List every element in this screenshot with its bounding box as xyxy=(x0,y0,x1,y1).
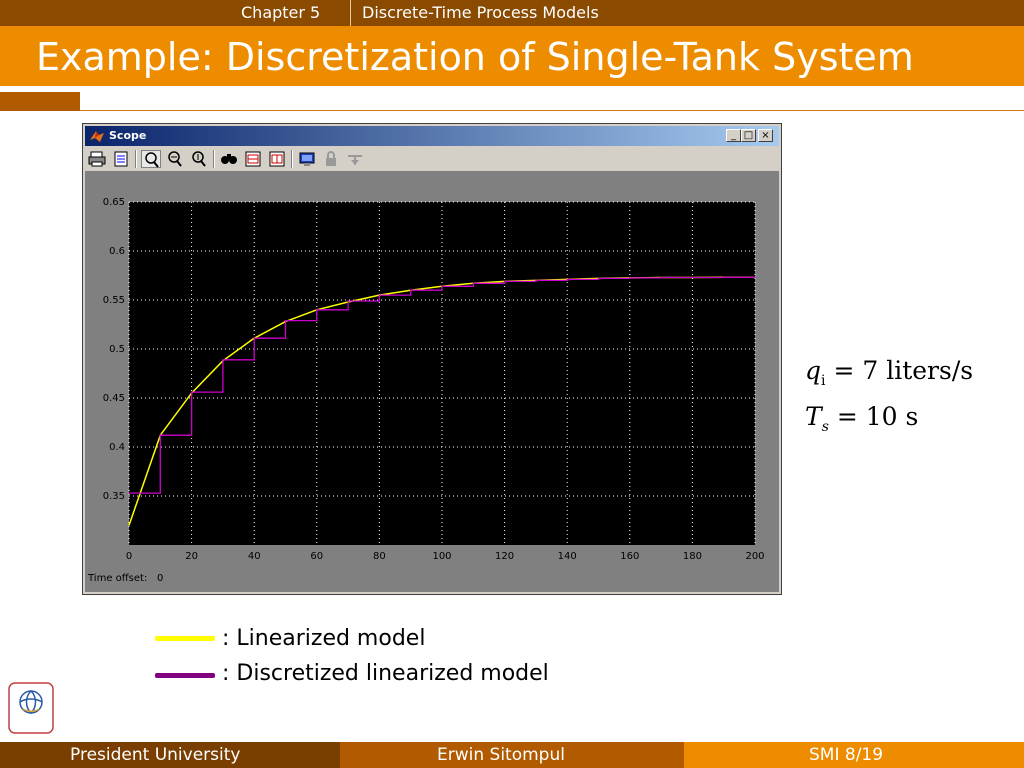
toolbar-separator xyxy=(135,150,137,168)
print-icon[interactable] xyxy=(87,150,107,168)
scope-toolbar xyxy=(85,147,779,172)
scope-plot: 0 20 40 60 80 100 120 140 160 180 200 0.35 0.4 0.45 0.… xyxy=(103,197,765,562)
t-symbol: T xyxy=(805,402,822,431)
minimize-button[interactable]: _ xyxy=(726,129,741,142)
x-tick-label: 0 xyxy=(126,551,132,562)
maximize-button[interactable]: □ xyxy=(741,129,756,142)
t-subscript: s xyxy=(821,419,829,435)
legend-swatch-discretized xyxy=(155,673,215,678)
footer-left: President University xyxy=(0,742,340,768)
x-tick-label: 40 xyxy=(248,551,261,562)
footer-center: Erwin Sitompul xyxy=(340,742,684,768)
q-symbol: q xyxy=(805,356,822,385)
slide-title: Example: Discretization of Single-Tank S… xyxy=(36,35,914,79)
legend-label-linearized: : Linearized model xyxy=(222,626,426,651)
floating-scope-icon[interactable] xyxy=(297,150,317,168)
university-logo xyxy=(8,682,54,734)
scope-plot-area: 0 20 40 60 80 100 120 140 160 180 200 0.35 0.4 0.45 0.… xyxy=(85,172,779,592)
legend-swatch-linearized xyxy=(155,636,215,641)
x-tick-label: 160 xyxy=(620,551,639,562)
scope-window: Scope _ □ × xyxy=(82,123,782,595)
plot-background xyxy=(129,202,755,545)
restore-axes-icon[interactable] xyxy=(267,150,287,168)
x-tick-label: 120 xyxy=(495,551,514,562)
y-tick-label: 0.6 xyxy=(109,246,125,257)
time-offset-label: Time offset: xyxy=(88,573,148,584)
sampling-time-value: = 10 s xyxy=(836,402,919,431)
scope-title: Scope xyxy=(109,129,147,142)
x-tick-label: 140 xyxy=(558,551,577,562)
chapter-label: Chapter 5 xyxy=(241,3,321,22)
sampling-time-equation: Ts = 10 s xyxy=(805,402,918,435)
series-line-discretized xyxy=(129,276,756,494)
x-tick-label: 100 xyxy=(432,551,451,562)
footer-author: Erwin Sitompul xyxy=(437,745,565,765)
toolbar-separator xyxy=(291,150,293,168)
parameters-icon[interactable] xyxy=(111,150,131,168)
x-tick-label: 200 xyxy=(745,551,764,562)
close-button[interactable]: × xyxy=(758,129,773,142)
y-tick-label: 0.65 xyxy=(103,197,125,208)
y-tick-label: 0.4 xyxy=(109,442,125,453)
inflow-equation: qi = 7 liters/s xyxy=(805,356,973,389)
time-offset-value: 0 xyxy=(157,573,164,584)
title-bar xyxy=(0,26,1024,86)
inflow-value: = 7 liters/s xyxy=(833,356,974,385)
y-tick-label: 0.5 xyxy=(109,344,125,355)
x-tick-label: 60 xyxy=(310,551,323,562)
footer-institution: President University xyxy=(70,745,241,765)
chapter-bar: Chapter 5 Discrete-Time Process Models xyxy=(0,0,1024,26)
legend-label-discretized: : Discretized linearized model xyxy=(222,661,549,686)
zoom-y-icon[interactable] xyxy=(189,150,209,168)
save-axes-icon[interactable] xyxy=(243,150,263,168)
y-tick-label: 0.35 xyxy=(103,491,125,502)
accent-line xyxy=(80,110,1024,111)
lock-icon[interactable] xyxy=(321,150,341,168)
x-tick-label: 80 xyxy=(373,551,386,562)
autoscale-icon[interactable] xyxy=(219,150,239,168)
chapter-title: Discrete-Time Process Models xyxy=(362,3,599,22)
y-tick-label: 0.55 xyxy=(103,295,125,306)
toolbar-separator xyxy=(213,150,215,168)
zoom-icon[interactable] xyxy=(141,150,161,168)
y-tick-label: 0.45 xyxy=(103,393,125,404)
q-subscript: i xyxy=(821,373,826,389)
footer-page: SMI 8/19 xyxy=(809,745,884,765)
matlab-logo-icon xyxy=(90,131,104,142)
accent-block xyxy=(0,92,80,111)
footer: President University Erwin Sitompul SMI … xyxy=(0,742,1024,768)
chapter-divider xyxy=(350,0,351,26)
zoom-x-icon[interactable] xyxy=(165,150,185,168)
x-tick-label: 180 xyxy=(683,551,702,562)
signal-selection-icon[interactable] xyxy=(345,150,365,168)
x-tick-label: 20 xyxy=(185,551,198,562)
footer-right: SMI 8/19 xyxy=(684,742,1024,768)
scope-titlebar[interactable]: Scope _ □ × xyxy=(85,126,779,146)
